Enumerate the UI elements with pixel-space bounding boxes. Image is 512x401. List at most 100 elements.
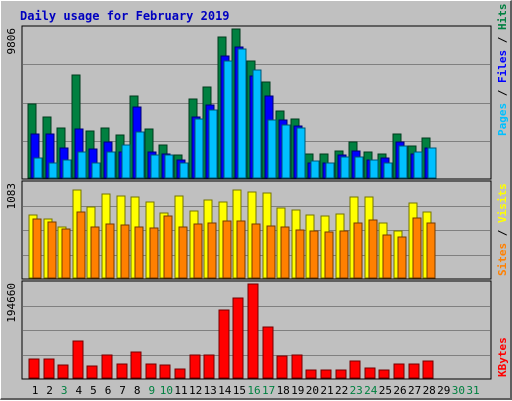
day-label-21: 21: [320, 384, 333, 397]
bar-sites-day-4: [76, 211, 86, 279]
day-label-17: 17: [262, 384, 275, 397]
side-label-separator: /: [496, 30, 509, 50]
bar-pages-day-8: [135, 131, 145, 179]
bar-pages-day-2: [48, 162, 58, 179]
bar-sites-day-14: [222, 220, 232, 279]
day-label-15: 15: [233, 384, 246, 397]
day-label-24: 24: [364, 384, 378, 397]
bar-sites-day-6: [105, 223, 115, 279]
day-label-9: 9: [148, 384, 155, 397]
bar-kbytes-day-23: [349, 360, 361, 379]
bar-pages-day-25: [383, 162, 393, 179]
bar-pages-day-9: [150, 154, 160, 179]
day-label-29: 29: [437, 384, 450, 397]
bar-sites-day-21: [324, 231, 334, 279]
side-label-kbytes: KBytes: [496, 337, 509, 377]
bar-pages-day-20: [310, 160, 320, 179]
bar-pages-day-16: [252, 69, 262, 179]
day-label-20: 20: [306, 384, 319, 397]
day-label-26: 26: [393, 384, 406, 397]
bar-pages-day-26: [398, 145, 408, 179]
side-label-separator: /: [496, 83, 509, 103]
bar-kbytes-day-7: [116, 363, 128, 379]
bar-sites-day-18: [280, 226, 290, 279]
bar-sites-day-1: [32, 218, 42, 279]
bar-sites-day-5: [90, 226, 100, 279]
bar-kbytes-day-16: [247, 283, 259, 379]
day-label-30: 30: [452, 384, 465, 397]
side-label-visits: Visits: [496, 183, 509, 223]
bar-sites-day-16: [251, 223, 261, 279]
bar-kbytes-day-12: [189, 354, 201, 379]
bar-pages-day-1: [33, 157, 43, 179]
bar-sites-day-2: [47, 221, 57, 279]
bar-kbytes-day-13: [203, 354, 215, 379]
day-label-2: 2: [46, 384, 53, 397]
bar-pages-day-6: [106, 151, 116, 179]
bar-pages-day-14: [223, 60, 233, 179]
bar-kbytes-day-20: [305, 369, 317, 379]
bar-pages-day-5: [91, 162, 101, 179]
side-label-kbytes-group: KBytes: [496, 337, 509, 377]
bar-pages-day-3: [62, 159, 72, 179]
bar-sites-day-3: [61, 228, 71, 279]
bar-pages-day-28: [427, 147, 437, 179]
bar-sites-day-19: [295, 229, 305, 279]
bar-sites-day-23: [353, 222, 363, 279]
day-label-14: 14: [218, 384, 232, 397]
bar-sites-day-13: [207, 222, 217, 279]
bar-sites-day-8: [134, 226, 144, 279]
bar-sites-day-25: [382, 234, 392, 279]
side-label-hits: Hits: [496, 4, 509, 31]
bar-kbytes-day-1: [28, 358, 40, 379]
bar-kbytes-day-25: [378, 369, 390, 379]
bar-pages-day-24: [369, 159, 379, 179]
bar-kbytes-day-15: [232, 297, 244, 379]
bar-kbytes-day-8: [130, 351, 142, 379]
day-label-22: 22: [335, 384, 348, 397]
scale-label-kbytes: 194660: [5, 283, 18, 323]
day-label-18: 18: [277, 384, 290, 397]
day-label-31: 31: [466, 384, 479, 397]
day-label-6: 6: [105, 384, 112, 397]
day-label-23: 23: [350, 384, 363, 397]
side-labels-visits-sites: Sites / Visits: [496, 183, 509, 276]
side-label-files: Files: [496, 50, 509, 83]
bar-sites-day-12: [193, 223, 203, 279]
bar-pages-day-21: [325, 162, 335, 179]
bar-sites-day-24: [368, 219, 378, 279]
bar-sites-day-26: [397, 236, 407, 279]
bar-kbytes-day-22: [335, 369, 347, 379]
bar-kbytes-day-6: [101, 354, 113, 379]
day-label-4: 4: [75, 384, 82, 397]
day-label-11: 11: [174, 384, 187, 397]
bar-sites-day-17: [266, 225, 276, 279]
day-label-3: 3: [61, 384, 68, 397]
bar-sites-day-22: [339, 230, 349, 279]
bar-pages-day-17: [267, 119, 277, 179]
chart-title: Daily usage for February 2019: [20, 9, 230, 23]
day-label-1: 1: [32, 384, 39, 397]
bar-sites-day-28: [426, 222, 436, 279]
bar-sites-day-11: [178, 226, 188, 279]
bar-pages-day-10: [164, 154, 174, 179]
bar-kbytes-day-24: [364, 367, 376, 379]
bar-kbytes-day-26: [393, 363, 405, 379]
day-label-12: 12: [189, 384, 202, 397]
bar-sites-day-9: [149, 227, 159, 279]
day-label-28: 28: [423, 384, 436, 397]
side-label-separator: /: [496, 223, 509, 243]
day-label-27: 27: [408, 384, 421, 397]
bar-kbytes-day-27: [408, 363, 420, 379]
bar-sites-day-27: [412, 217, 422, 279]
bar-pages-day-13: [208, 109, 218, 179]
bar-kbytes-day-18: [276, 355, 288, 379]
day-label-19: 19: [291, 384, 304, 397]
side-label-sites: Sites: [496, 243, 509, 276]
bar-kbytes-day-4: [72, 340, 84, 379]
bar-kbytes-day-21: [320, 369, 332, 379]
scale-label-visits-sites: 1083: [5, 183, 18, 210]
day-label-10: 10: [160, 384, 173, 397]
